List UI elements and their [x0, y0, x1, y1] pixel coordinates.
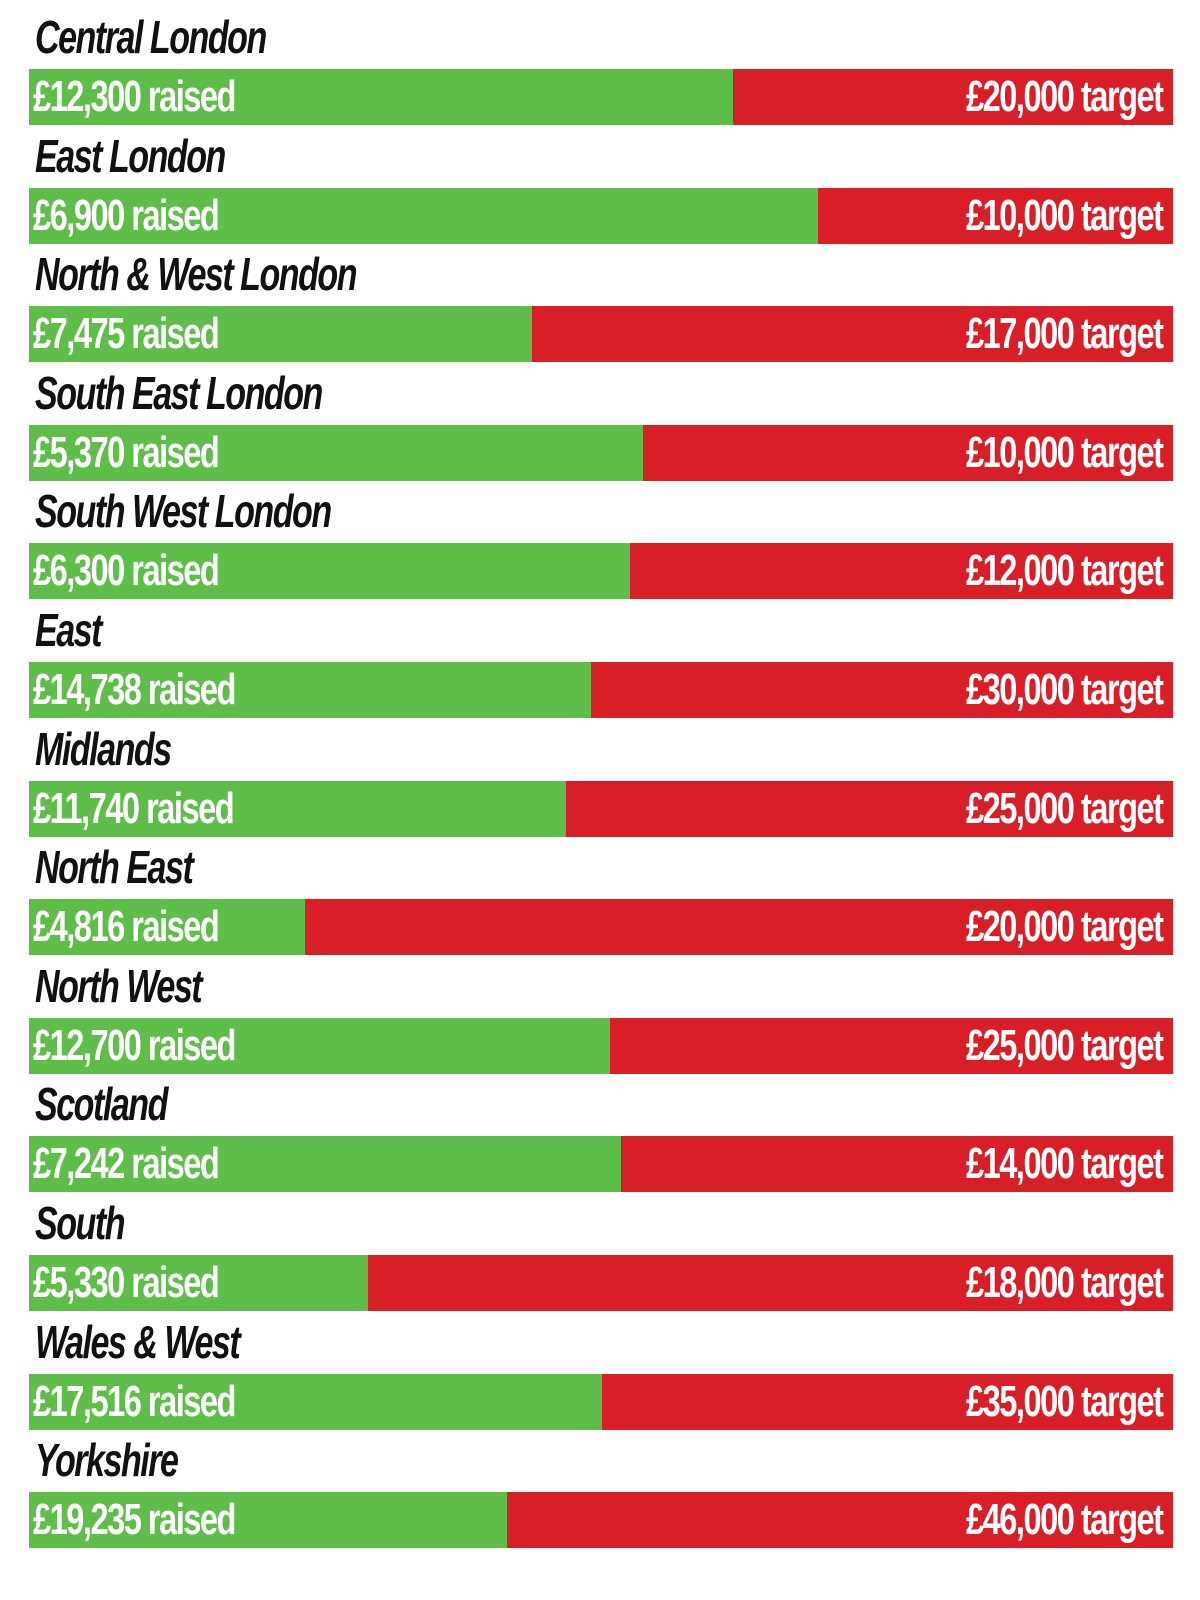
remaining-fill [629, 543, 1173, 600]
region-name: South East London [35, 366, 323, 419]
target-label: £25,000 target [966, 783, 1165, 833]
progress-bar: £12,700 raised £25,000 target [29, 1017, 1173, 1074]
raised-label: £7,242 raised [33, 1139, 220, 1189]
raised-label: £7,475 raised [33, 309, 220, 359]
region-name: Scotland [35, 1078, 168, 1131]
progress-bar: £19,235 raised £46,000 target [29, 1492, 1173, 1549]
fundraising-progress-chart: Central London £12,300 raised £20,000 targ… [29, 0, 1173, 1549]
region-row: East £14,738 raised £30,000 target [29, 593, 1173, 718]
progress-bar: £5,330 raised £18,000 target [29, 1254, 1173, 1311]
raised-fill [29, 1492, 508, 1549]
remaining-fill [620, 1136, 1173, 1193]
target-label: £12,000 target [966, 546, 1165, 596]
raised-label: £6,300 raised [33, 546, 220, 596]
progress-bar: £12,300 raised £20,000 target [29, 69, 1173, 125]
region-name: North & West London [35, 248, 358, 301]
target-label: £18,000 target [966, 1257, 1165, 1307]
raised-label: £19,235 raised [33, 1495, 236, 1545]
region-row: Wales & West £17,516 raised £35,000 target [29, 1305, 1173, 1430]
raised-fill [29, 543, 630, 600]
progress-bar: £17,516 raised £35,000 target [29, 1373, 1173, 1430]
progress-bar: £6,300 raised £12,000 target [29, 543, 1173, 600]
remaining-fill [601, 1373, 1173, 1430]
remaining-fill [643, 424, 1173, 481]
region-name: Yorkshire [35, 1434, 179, 1487]
region-row: Yorkshire £19,235 raised £46,000 target [29, 1423, 1173, 1549]
progress-bar: £7,475 raised £17,000 target [29, 306, 1173, 363]
region-row: East London £6,900 raised £10,000 target [29, 119, 1173, 244]
progress-bar: £5,370 raised £10,000 target [29, 424, 1173, 481]
region-name: Wales & West [35, 1315, 241, 1368]
region-name: Central London [35, 11, 267, 63]
raised-fill [29, 1373, 602, 1430]
raised-label: £14,738 raised [33, 664, 236, 714]
progress-bar: £4,816 raised £20,000 target [29, 899, 1173, 956]
target-label: £20,000 target [966, 902, 1165, 952]
region-name: East London [35, 129, 226, 182]
remaining-fill [532, 306, 1173, 363]
target-label: £17,000 target [966, 309, 1165, 359]
progress-bar: £7,242 raised £14,000 target [29, 1136, 1173, 1193]
remaining-fill [610, 1017, 1173, 1074]
raised-label: £12,300 raised [33, 72, 236, 121]
target-label: £14,000 target [966, 1139, 1165, 1189]
target-label: £35,000 target [966, 1376, 1165, 1426]
raised-label: £5,330 raised [33, 1257, 220, 1307]
remaining-fill [507, 1492, 1173, 1549]
raised-fill [29, 424, 644, 481]
remaining-fill [304, 899, 1173, 956]
raised-label: £5,370 raised [33, 427, 220, 477]
region-row: South £5,330 raised £18,000 target [29, 1186, 1173, 1311]
remaining-fill [367, 1254, 1173, 1311]
progress-bar: £11,740 raised £25,000 target [29, 780, 1173, 837]
target-label: £20,000 target [966, 72, 1165, 121]
region-name: South [35, 1196, 126, 1249]
target-label: £25,000 target [966, 1020, 1165, 1070]
remaining-fill [818, 187, 1173, 244]
raised-fill [29, 1136, 621, 1193]
progress-bar: £6,900 raised £10,000 target [29, 187, 1173, 244]
target-label: £10,000 target [966, 427, 1165, 477]
region-row: South West London £6,300 raised £12,000 ta… [29, 474, 1173, 600]
raised-label: £11,740 raised [33, 783, 235, 833]
target-label: £30,000 target [966, 664, 1165, 714]
region-row: Scotland £7,242 raised £14,000 target [29, 1067, 1173, 1193]
region-row: North West £12,700 raised £25,000 target [29, 949, 1173, 1074]
remaining-fill [566, 780, 1173, 837]
raised-fill [29, 780, 567, 837]
region-row: Midlands £11,740 raised £25,000 target [29, 712, 1173, 837]
region-name: East [35, 603, 102, 656]
progress-bar: £14,738 raised £30,000 target [29, 661, 1173, 718]
remaining-fill [732, 69, 1173, 125]
region-row: Central London £12,300 raised £20,000 targ… [29, 0, 1173, 125]
raised-fill [29, 306, 532, 363]
region-name: North East [35, 841, 194, 894]
region-row: North & West London £7,475 raised £17,000 … [29, 237, 1173, 363]
raised-fill [29, 899, 305, 956]
raised-fill [29, 1017, 611, 1074]
raised-label: £6,900 raised [33, 190, 220, 240]
remaining-fill [591, 661, 1173, 718]
raised-fill [29, 1254, 368, 1311]
region-name: Midlands [35, 722, 172, 775]
target-label: £10,000 target [966, 190, 1165, 240]
region-row: North East £4,816 raised £20,000 target [29, 830, 1173, 956]
region-name: North West [35, 959, 203, 1012]
raised-label: £12,700 raised [33, 1020, 236, 1070]
raised-fill [29, 661, 591, 718]
region-row: South East London £5,370 raised £10,000 ta… [29, 356, 1173, 481]
target-label: £46,000 target [966, 1495, 1165, 1545]
raised-label: £17,516 raised [33, 1376, 236, 1426]
raised-label: £4,816 raised [33, 902, 220, 952]
raised-fill [29, 69, 733, 125]
raised-fill [29, 187, 819, 244]
region-name: South West London [35, 485, 332, 538]
